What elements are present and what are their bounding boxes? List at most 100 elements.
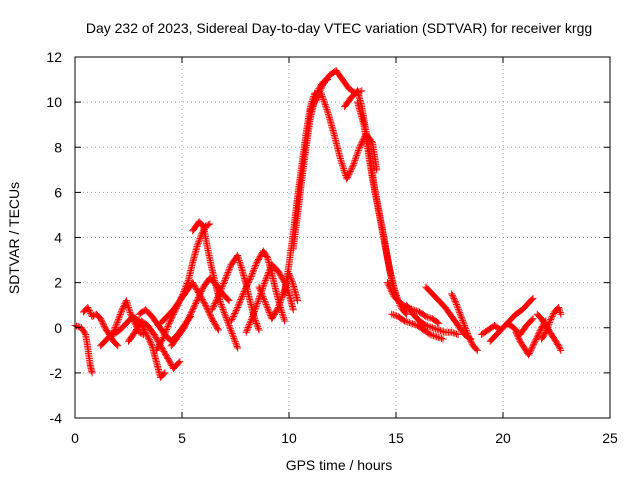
data-point [533, 333, 541, 341]
data-point [513, 330, 521, 338]
data-point [212, 297, 220, 305]
x-tick-label: 25 [602, 430, 618, 446]
data-point [430, 324, 438, 332]
data-point [189, 306, 197, 314]
data-point [160, 370, 168, 378]
data-point [425, 330, 433, 338]
data-point [433, 333, 441, 341]
data-point [253, 299, 261, 307]
data-point [436, 334, 444, 342]
data-point [515, 334, 523, 342]
data-point [343, 173, 351, 181]
data-point [437, 334, 445, 342]
data-point [165, 321, 173, 329]
data-point [163, 324, 171, 332]
y-tick-label: 0 [54, 320, 62, 336]
data-point [204, 307, 212, 315]
data-point [246, 319, 254, 327]
data-point [339, 163, 347, 171]
data-point [114, 315, 122, 323]
data-point [207, 312, 215, 320]
data-point [117, 309, 125, 317]
data-point [252, 261, 260, 269]
data-point [473, 346, 481, 354]
data-point [217, 299, 225, 307]
data-point [217, 301, 225, 309]
data-point [512, 328, 520, 336]
x-tick-label: 20 [495, 430, 511, 446]
data-point [275, 302, 283, 310]
data-point [448, 291, 456, 299]
data-point [240, 288, 248, 296]
data-point [349, 161, 357, 169]
data-point [466, 336, 474, 344]
data-point [472, 345, 480, 353]
data-point [161, 369, 169, 377]
data-point [403, 310, 411, 318]
data-point [320, 97, 328, 105]
data-point [251, 263, 259, 271]
data-point [113, 319, 121, 327]
data-point [355, 145, 363, 153]
data-point [449, 329, 457, 337]
data-point [228, 315, 236, 323]
data-point [159, 333, 167, 341]
data-point [260, 294, 268, 302]
data-point [309, 101, 317, 109]
data-point [549, 311, 557, 319]
data-point [111, 323, 119, 331]
data-point [118, 306, 126, 314]
y-axis-label: SDTVAR / TECUs [6, 182, 22, 294]
data-point [345, 170, 353, 178]
data-point [254, 298, 262, 306]
data-point [309, 103, 317, 111]
data-point [202, 303, 210, 311]
data-point [212, 298, 220, 306]
data-point [232, 306, 240, 314]
data-point [226, 323, 234, 331]
data-point [454, 305, 462, 313]
data-point [462, 326, 470, 334]
data-point [249, 311, 257, 319]
data-point [142, 328, 150, 336]
data-point [455, 307, 463, 315]
data-point [219, 305, 227, 313]
data-point [263, 302, 271, 310]
data-point [244, 324, 252, 332]
data-point [193, 297, 201, 305]
data-point [354, 148, 362, 156]
data-point [192, 298, 200, 306]
data-point [252, 303, 260, 311]
data-point [311, 98, 319, 106]
data-point [242, 328, 250, 336]
data-point [100, 322, 108, 330]
data-point [247, 317, 255, 325]
data-point [167, 315, 175, 323]
data-point [439, 335, 447, 343]
data-point [393, 312, 401, 320]
data-point [247, 273, 255, 281]
data-point [221, 276, 229, 284]
data-point [192, 300, 200, 308]
data-point [348, 164, 356, 172]
data-point [422, 312, 430, 320]
data-point [434, 318, 442, 326]
data-point [353, 151, 361, 159]
data-point [220, 280, 228, 288]
data-point [205, 309, 213, 317]
data-point [218, 283, 226, 291]
data-point [428, 324, 436, 332]
data-point [427, 323, 435, 331]
data-point [163, 326, 171, 334]
data-point [261, 297, 269, 305]
data-point [421, 312, 429, 320]
data-point [218, 304, 226, 312]
data-point [244, 280, 252, 288]
data-point [448, 328, 456, 336]
data-point [88, 312, 96, 320]
data-point [194, 241, 202, 249]
data-point [241, 285, 249, 293]
data-point [73, 322, 81, 330]
data-point [184, 278, 192, 286]
data-point [234, 253, 242, 261]
